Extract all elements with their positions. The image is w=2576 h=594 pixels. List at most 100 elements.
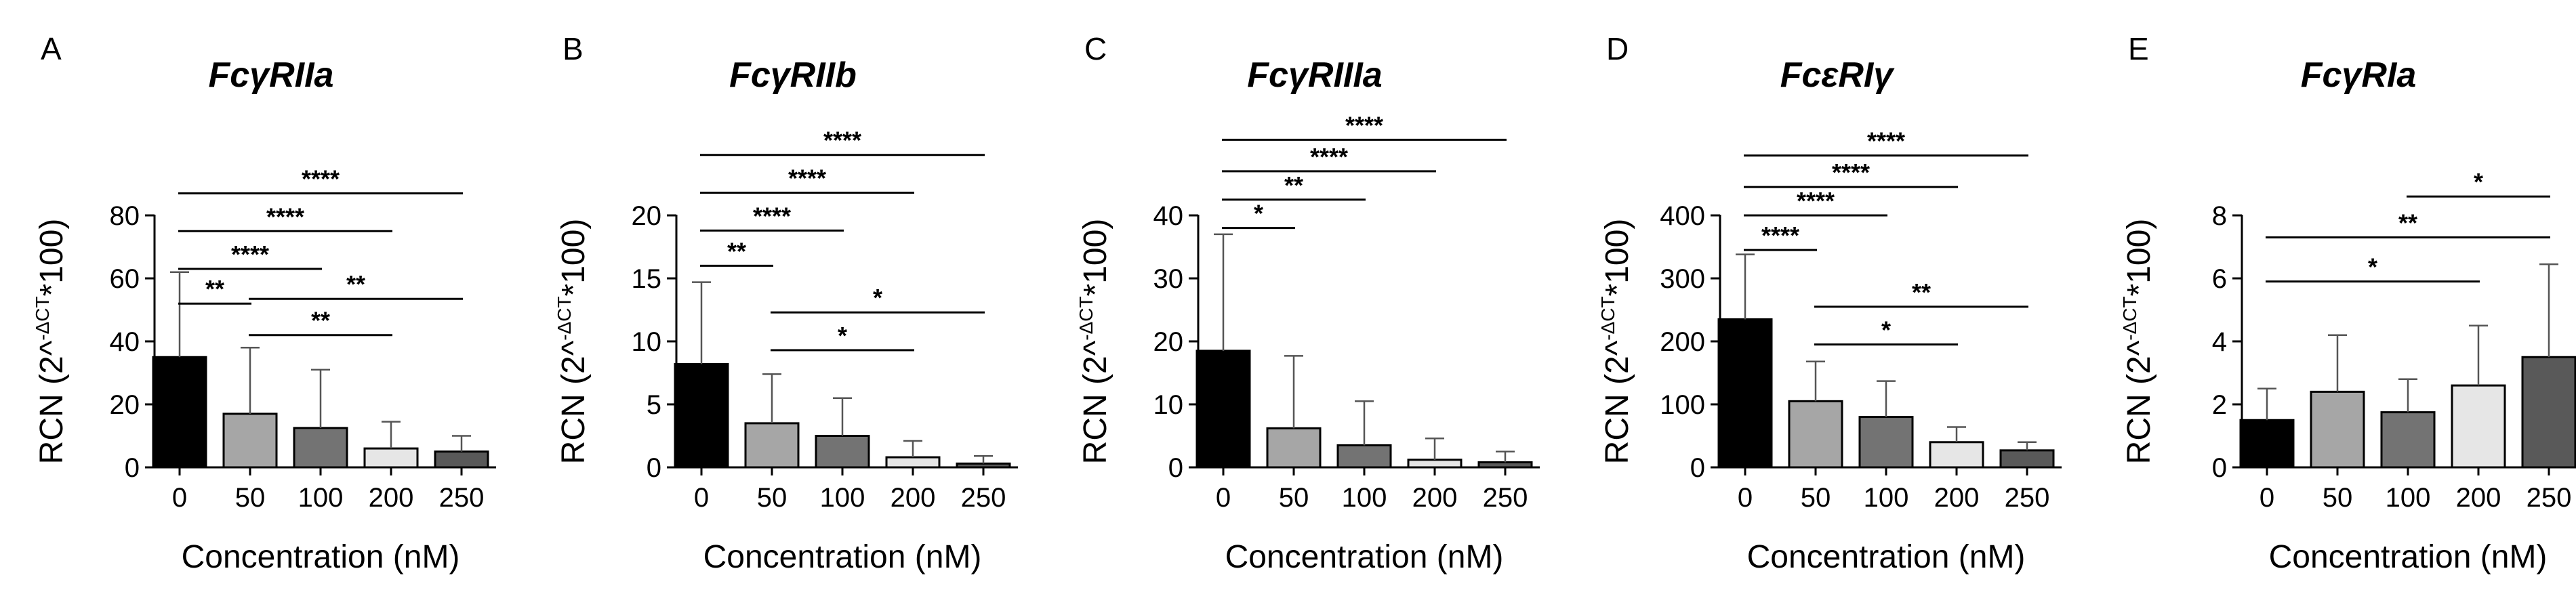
x-tick-label: 200 <box>1412 483 1458 513</box>
y-tick-label: 20 <box>110 390 140 420</box>
bar-50 <box>2310 390 2365 469</box>
bar-100 <box>293 427 348 469</box>
significance-label: **** <box>231 240 269 268</box>
y-axis-label: RCN (2^-ΔCT*100) <box>1076 219 1113 465</box>
y-tick-label: 10 <box>632 327 662 357</box>
y-tick-label: 40 <box>110 327 140 357</box>
x-tick-label: 250 <box>1483 483 1528 513</box>
significance-label: **** <box>1345 111 1383 139</box>
y-axis-label-main: RCN (2^ <box>556 340 592 464</box>
x-tick-label: 100 <box>820 483 865 513</box>
y-tick-label: 0 <box>1168 453 1183 483</box>
x-tick-label: 50 <box>1801 483 1831 513</box>
y-axis-label: RCN (2^-ΔCT*100) <box>1597 219 1635 465</box>
y-tick-label: 4 <box>2212 327 2227 357</box>
y-axis-label: RCN (2^-ΔCT*100) <box>32 219 70 465</box>
bar-0 <box>1195 349 1251 469</box>
y-tick-label: 40 <box>1153 201 1184 231</box>
y-axis-label-main: RCN (2^ <box>34 340 70 464</box>
x-tick-label: 100 <box>1864 483 1909 513</box>
y-tick-label: 300 <box>1660 264 1705 294</box>
y-tick-label: 5 <box>647 390 661 420</box>
y-tick-label: 60 <box>110 264 140 294</box>
y-tick-label: 10 <box>1153 390 1184 420</box>
bar-250 <box>956 462 1011 469</box>
bar-0 <box>1717 318 1773 469</box>
y-tick-label: 6 <box>2212 264 2227 294</box>
bar-250 <box>1477 461 1533 469</box>
chart-title: FcγRIa <box>2301 56 2417 95</box>
significance-label: * <box>1254 200 1263 228</box>
significance-label: **** <box>302 165 340 192</box>
bar-0 <box>152 356 207 469</box>
y-tick-label: 0 <box>647 453 661 483</box>
panel-letter: A <box>41 31 62 66</box>
y-axis-label-main: RCN (2^ <box>1599 340 1635 464</box>
significance-label: **** <box>788 165 826 192</box>
y-axis-label-superscript: -ΔCT <box>1076 296 1097 340</box>
bar-50 <box>1788 400 1843 469</box>
y-axis-label: RCN (2^-ΔCT*100) <box>554 219 592 465</box>
significance-label: ** <box>311 307 330 335</box>
y-axis-label-superscript: -ΔCT <box>1597 296 1618 340</box>
x-tick-label: 100 <box>1342 483 1387 513</box>
x-tick-label: 250 <box>2527 483 2572 513</box>
x-tick-label: 250 <box>439 483 485 513</box>
significance-label: **** <box>1761 221 1799 249</box>
x-tick-label: 100 <box>298 483 344 513</box>
significance-label: **** <box>266 203 304 230</box>
chart-title: FcγRIIIa <box>1247 56 1382 95</box>
y-axis-label-tail: *100) <box>556 219 592 297</box>
bar-200 <box>1407 459 1463 469</box>
y-tick-label: 30 <box>1153 264 1184 294</box>
bar-100 <box>1858 416 1914 469</box>
y-axis-label-superscript: -ΔCT <box>554 296 575 340</box>
significance-label: * <box>873 284 882 312</box>
x-tick-label: 200 <box>2456 483 2501 513</box>
x-tick-label: 200 <box>1934 483 1980 513</box>
x-tick-label: 0 <box>694 483 709 513</box>
y-axis-label: RCN (2^-ΔCT*100) <box>2119 219 2157 465</box>
x-tick-label: 200 <box>369 483 414 513</box>
x-tick-label: 100 <box>2386 483 2431 513</box>
significance-label: **** <box>1867 127 1905 155</box>
chart-title: FcεRIγ <box>1780 56 1896 95</box>
bar-200 <box>1929 441 1984 469</box>
bar-200 <box>363 447 419 469</box>
chart-title: FcγRIIb <box>729 56 857 95</box>
significance-label: ** <box>205 275 224 303</box>
x-tick-label: 250 <box>961 483 1006 513</box>
significance-label: **** <box>1797 187 1835 215</box>
bar-200 <box>2451 384 2506 469</box>
bar-50 <box>744 422 800 469</box>
x-tick-label: 0 <box>172 483 187 513</box>
y-axis-label-tail: *100) <box>1599 219 1635 297</box>
panel-letter: D <box>1606 31 1629 66</box>
y-axis-label-superscript: -ΔCT <box>32 296 53 340</box>
significance-label: * <box>2474 168 2483 196</box>
significance-label: **** <box>823 127 861 154</box>
y-tick-label: 0 <box>2212 453 2227 483</box>
y-tick-label: 2 <box>2212 390 2227 420</box>
significance-label: * <box>1881 316 1891 344</box>
bar-100 <box>1336 444 1392 469</box>
y-tick-label: 400 <box>1660 201 1705 231</box>
y-tick-label: 200 <box>1660 327 1705 357</box>
x-axis-label: Concentration (nM) <box>1225 539 1504 575</box>
y-tick-label: 15 <box>632 264 662 294</box>
x-axis-label: Concentration (nM) <box>2269 539 2548 575</box>
x-tick-label: 0 <box>2260 483 2274 513</box>
bar-0 <box>674 362 729 469</box>
significance-label: * <box>2368 253 2377 281</box>
x-axis-label: Concentration (nM) <box>182 539 460 575</box>
x-tick-label: 50 <box>2323 483 2353 513</box>
bar-250 <box>434 450 489 469</box>
bar-250 <box>2521 356 2576 469</box>
bar-100 <box>815 435 870 469</box>
y-tick-label: 80 <box>110 201 140 231</box>
